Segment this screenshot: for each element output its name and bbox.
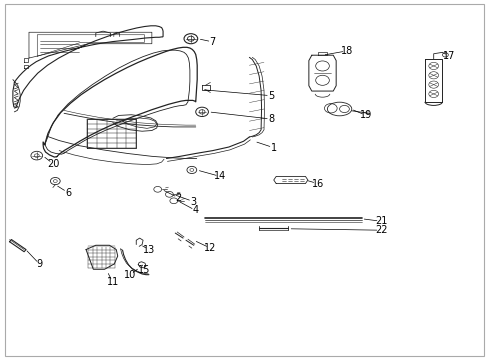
Text: 11: 11 (106, 277, 119, 287)
Text: 15: 15 (138, 265, 150, 275)
Text: 8: 8 (268, 114, 274, 124)
Text: 13: 13 (143, 245, 155, 255)
Text: 14: 14 (214, 171, 226, 181)
Text: 7: 7 (209, 37, 216, 47)
Text: 18: 18 (340, 46, 352, 56)
Text: 1: 1 (270, 143, 276, 153)
Text: 3: 3 (190, 197, 196, 207)
Text: 16: 16 (311, 179, 323, 189)
Text: 21: 21 (374, 216, 386, 226)
Text: 5: 5 (267, 91, 274, 101)
Text: 9: 9 (37, 259, 42, 269)
Text: 10: 10 (123, 270, 136, 280)
Text: 12: 12 (204, 243, 216, 253)
Text: 20: 20 (47, 159, 60, 169)
Text: 22: 22 (374, 225, 386, 235)
Text: 6: 6 (65, 188, 71, 198)
Text: 17: 17 (442, 51, 454, 61)
Text: 4: 4 (192, 206, 199, 216)
Text: 19: 19 (360, 111, 372, 121)
Text: 2: 2 (175, 193, 182, 203)
